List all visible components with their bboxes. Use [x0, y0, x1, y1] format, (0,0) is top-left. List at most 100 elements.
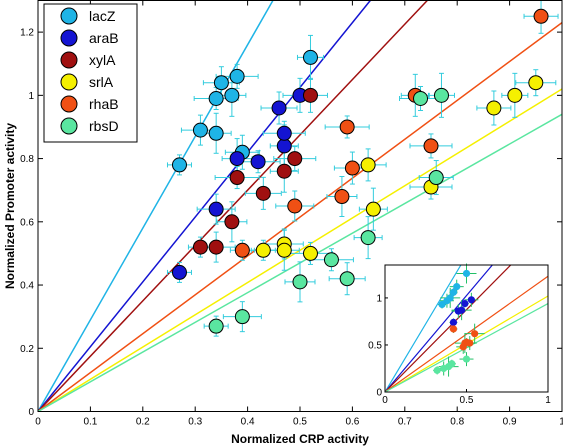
inset-point-rhaB	[449, 325, 458, 333]
inset-point-lacZ	[462, 269, 471, 278]
data-point-srlA	[302, 245, 318, 261]
inset-y-tick-label: 1	[376, 293, 382, 304]
fit-line-srlA	[37, 88, 563, 413]
data-point-rbsD	[234, 309, 250, 325]
inset-x-tick-label: 0	[382, 395, 388, 406]
inset-point-araB	[458, 306, 466, 314]
data-point-rhaB	[423, 138, 439, 154]
data-point-araB	[171, 264, 187, 280]
inset-point-rhaB	[466, 339, 474, 347]
inset-fit-line-xylA	[384, 264, 512, 393]
legend-marker	[60, 7, 78, 25]
x-tick-label: 0.7	[398, 417, 412, 428]
data-point-rhaB	[533, 8, 549, 24]
inset-point-rbsD	[433, 366, 441, 374]
data-point-rbsD	[339, 271, 355, 287]
inset-x-tick-label: 0.5	[460, 395, 474, 406]
data-point-xylA	[276, 163, 292, 179]
data-point-lacZ	[302, 49, 318, 65]
legend-label: xylA	[89, 52, 116, 68]
inset-point-rbsD	[462, 355, 471, 363]
data-point-rbsD	[433, 87, 449, 103]
data-point-xylA	[224, 214, 240, 230]
inset-axes: 0 0.5 1 0 0.5 1	[368, 293, 551, 406]
y-tick-label: 0.4	[20, 281, 34, 292]
x-tick-label: 0.1	[83, 417, 97, 428]
x-tick-label: 0.3	[188, 417, 202, 428]
data-point-lacZ	[224, 87, 240, 103]
x-tick-label: 0.8	[450, 417, 464, 428]
legend-marker	[60, 51, 78, 69]
data-point-xylA	[302, 87, 318, 103]
data-points	[166, 0, 559, 337]
y-tick-label: 1	[28, 91, 34, 102]
inset-chart: 0 0.5 1 0 0.5 1	[368, 263, 551, 406]
y-tick-label: 0	[28, 407, 34, 418]
inset-fit-line-lacZ	[384, 264, 462, 393]
data-point-araB	[276, 125, 292, 141]
inset-point-araB	[467, 296, 475, 304]
legend-item-lacZ: lacZ	[60, 7, 116, 25]
x-tick-label: 0.6	[345, 417, 359, 428]
inset-point-lacZ	[449, 288, 458, 296]
data-point-rbsD	[360, 230, 376, 246]
data-point-araB	[271, 100, 287, 116]
legend-label: rbsD	[89, 118, 119, 134]
legend-item-srlA: srlA	[60, 73, 114, 91]
data-point-rhaB	[334, 189, 350, 205]
x-tick-label: 0	[35, 417, 41, 428]
inset-point-lacZ	[453, 283, 461, 291]
x-tick-label: 0.4	[241, 417, 255, 428]
data-point-lacZ	[192, 122, 208, 138]
inset-y-tick-label: 0.5	[368, 340, 382, 351]
inset-point-lacZ	[438, 300, 446, 309]
inset-point-rhaB	[471, 330, 479, 338]
x-axis-title: Normalized CRP activity	[231, 432, 369, 446]
x-tick-label: 0.5	[293, 417, 307, 428]
data-point-rbsD	[323, 252, 339, 268]
fit-line-lacZ	[37, 0, 274, 412]
data-point-srlA	[255, 242, 271, 258]
inset-point-araB	[461, 299, 469, 308]
data-point-srlA	[360, 157, 376, 173]
data-point-xylA	[287, 151, 303, 167]
fit-line-rhaB	[37, 22, 563, 413]
data-point-lacZ	[171, 157, 187, 173]
data-point-xylA	[229, 170, 245, 186]
x-tick-label: 0.2	[136, 417, 150, 428]
data-point-lacZ	[208, 91, 224, 107]
inset-y-tick-label: 0	[376, 388, 382, 399]
legend-label: lacZ	[89, 8, 116, 24]
y-tick-label: 0.2	[20, 344, 34, 355]
x-tick-label: 1	[559, 417, 563, 428]
data-point-lacZ	[213, 75, 229, 91]
data-point-rhaB	[287, 198, 303, 214]
data-point-rhaB	[344, 160, 360, 176]
data-point-xylA	[192, 239, 208, 255]
fit-line-araB	[37, 0, 371, 412]
data-point-rbsD	[208, 318, 224, 334]
y-tick-label: 0.6	[20, 217, 34, 228]
legend-marker	[60, 73, 78, 91]
data-point-srlA	[486, 100, 502, 116]
inset-background	[385, 265, 548, 392]
data-point-xylA	[255, 185, 271, 201]
data-point-rhaB	[339, 119, 355, 135]
legend-item-xylA: xylA	[60, 51, 116, 69]
legend: lacZ araB xylA srlA rhaB rbsD	[43, 3, 138, 143]
inset-point-rbsD	[448, 360, 456, 368]
data-point-srlA	[365, 201, 381, 217]
legend-marker	[60, 29, 78, 47]
data-point-xylA	[208, 239, 224, 255]
legend-label: araB	[89, 30, 119, 46]
data-point-srlA	[528, 75, 544, 91]
inset-x-tick-label: 1	[545, 395, 551, 406]
data-point-rbsD	[413, 91, 429, 107]
legend-item-rbsD: rbsD	[60, 117, 119, 135]
y-axis-title: Normalized Promoter activity	[3, 123, 17, 289]
legend-marker	[60, 95, 78, 113]
legend-label: rhaB	[89, 96, 119, 112]
data-point-araB	[250, 154, 266, 170]
data-point-srlA	[507, 87, 523, 103]
